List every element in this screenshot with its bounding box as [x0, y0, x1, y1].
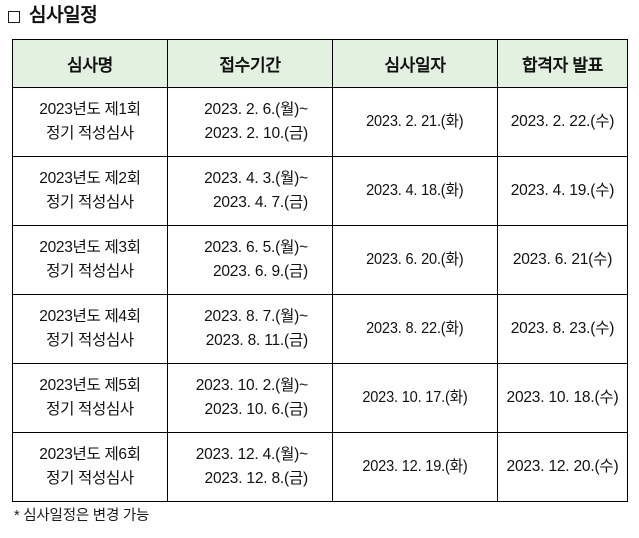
- cell-application-period: 2023. 8. 7.(월)~ 2023. 8. 11.(금): [167, 294, 333, 364]
- cell-result-announcement: 2023. 12. 20.(수): [497, 432, 628, 502]
- cell-review-date: 2023. 2. 21.(화): [332, 87, 498, 157]
- review-date-value: 2023. 4. 18.(화): [366, 182, 464, 199]
- result-date-value: 2023. 6. 21(수): [512, 251, 613, 268]
- cell-review-name: 2023년도 제5회 정기 적성심사: [12, 363, 168, 433]
- application-period-end: 2023. 10. 6.(금): [204, 401, 309, 418]
- table-header-row: 심사명 접수기간 심사일자 합격자 발표: [12, 39, 628, 88]
- review-date-value: 2023. 6. 20.(화): [366, 251, 464, 268]
- application-period-start: 2023. 6. 5.(월)~: [204, 239, 308, 256]
- result-date-value: 2023. 8. 23.(수): [510, 320, 615, 337]
- cell-result-announcement: 2023. 10. 18.(수): [497, 363, 628, 433]
- application-period-end: 2023. 4. 7.(금): [212, 194, 308, 211]
- table-row: 2023년도 제3회 정기 적성심사 2023. 6. 5.(월)~ 2023.…: [12, 225, 628, 295]
- result-date-value: 2023. 2. 22.(수): [510, 113, 615, 130]
- application-period-start: 2023. 2. 6.(월)~: [204, 101, 308, 118]
- cell-review-date: 2023. 8. 22.(화): [332, 294, 498, 364]
- square-outline-icon: [8, 11, 20, 23]
- review-name-line-2: 정기 적성심사: [46, 332, 134, 349]
- cell-review-name: 2023년도 제1회 정기 적성심사: [12, 87, 168, 157]
- cell-review-name: 2023년도 제2회 정기 적성심사: [12, 156, 168, 226]
- table-row: 2023년도 제5회 정기 적성심사 2023. 10. 2.(월)~ 2023…: [12, 363, 628, 433]
- application-period-end: 2023. 8. 11.(금): [205, 332, 309, 349]
- cell-result-announcement: 2023. 6. 21(수): [497, 225, 628, 295]
- page-title: 심사일정: [8, 3, 98, 29]
- review-date-value: 2023. 8. 22.(화): [366, 320, 464, 337]
- cell-result-announcement: 2023. 2. 22.(수): [497, 87, 628, 157]
- cell-review-name: 2023년도 제3회 정기 적성심사: [12, 225, 168, 295]
- review-name-line-1: 2023년도 제2회: [39, 170, 141, 187]
- application-period-start: 2023. 8. 7.(월)~: [204, 308, 308, 325]
- review-name-line-2: 정기 적성심사: [46, 401, 134, 418]
- cell-application-period: 2023. 6. 5.(월)~ 2023. 6. 9.(금): [167, 225, 333, 295]
- table-row: 2023년도 제2회 정기 적성심사 2023. 4. 3.(월)~ 2023.…: [12, 156, 628, 226]
- cell-review-date: 2023. 4. 18.(화): [332, 156, 498, 226]
- cell-application-period: 2023. 2. 6.(월)~ 2023. 2. 10.(금): [167, 87, 333, 157]
- review-name-line-1: 2023년도 제5회: [39, 377, 141, 394]
- review-name-line-2: 정기 적성심사: [46, 470, 134, 487]
- cell-review-date: 2023. 6. 20.(화): [332, 225, 498, 295]
- result-date-value: 2023. 4. 19.(수): [510, 182, 615, 199]
- review-date-value: 2023. 12. 19.(화): [362, 458, 468, 475]
- table-body: 2023년도 제1회 정기 적성심사 2023. 2. 6.(월)~ 2023.…: [12, 87, 628, 502]
- footnote: * 심사일정은 변경 가능: [14, 508, 150, 524]
- application-period-start: 2023. 10. 2.(월)~: [195, 377, 309, 394]
- review-name-line-1: 2023년도 제3회: [39, 239, 141, 256]
- table-row: 2023년도 제1회 정기 적성심사 2023. 2. 6.(월)~ 2023.…: [12, 87, 628, 157]
- cell-application-period: 2023. 12. 4.(월)~ 2023. 12. 8.(금): [167, 432, 333, 502]
- schedule-table: 심사명 접수기간 심사일자 합격자 발표 2023년도 제1회 정기 적성심사 …: [12, 39, 628, 502]
- column-header-review-name: 심사명: [12, 39, 168, 88]
- application-period-end: 2023. 12. 8.(금): [204, 470, 309, 487]
- cell-result-announcement: 2023. 4. 19.(수): [497, 156, 628, 226]
- cell-review-name: 2023년도 제4회 정기 적성심사: [12, 294, 168, 364]
- application-period-end: 2023. 2. 10.(금): [204, 125, 309, 142]
- review-name-line-2: 정기 적성심사: [46, 125, 134, 142]
- result-date-value: 2023. 10. 18.(수): [506, 389, 619, 406]
- review-name-line-1: 2023년도 제4회: [39, 308, 141, 325]
- review-name-line-1: 2023년도 제6회: [39, 446, 141, 463]
- review-name-line-1: 2023년도 제1회: [39, 101, 141, 118]
- review-name-line-2: 정기 적성심사: [46, 263, 134, 280]
- review-date-value: 2023. 10. 17.(화): [362, 389, 468, 406]
- column-header-review-date: 심사일자: [332, 39, 498, 88]
- application-period-start: 2023. 4. 3.(월)~: [204, 170, 308, 187]
- page-title-label: 심사일정: [29, 5, 98, 26]
- application-period-start: 2023. 12. 4.(월)~: [195, 446, 309, 463]
- cell-application-period: 2023. 10. 2.(월)~ 2023. 10. 6.(금): [167, 363, 333, 433]
- cell-review-date: 2023. 12. 19.(화): [332, 432, 498, 502]
- cell-application-period: 2023. 4. 3.(월)~ 2023. 4. 7.(금): [167, 156, 333, 226]
- column-header-application-period: 접수기간: [167, 39, 333, 88]
- review-date-value: 2023. 2. 21.(화): [366, 113, 464, 130]
- table-row: 2023년도 제6회 정기 적성심사 2023. 12. 4.(월)~ 2023…: [12, 432, 628, 502]
- table-row: 2023년도 제4회 정기 적성심사 2023. 8. 7.(월)~ 2023.…: [12, 294, 628, 364]
- cell-review-date: 2023. 10. 17.(화): [332, 363, 498, 433]
- column-header-result-announcement: 합격자 발표: [497, 39, 628, 88]
- result-date-value: 2023. 12. 20.(수): [506, 458, 619, 475]
- review-name-line-2: 정기 적성심사: [46, 194, 134, 211]
- cell-review-name: 2023년도 제6회 정기 적성심사: [12, 432, 168, 502]
- cell-result-announcement: 2023. 8. 23.(수): [497, 294, 628, 364]
- application-period-end: 2023. 6. 9.(금): [212, 263, 308, 280]
- table-header: 심사명 접수기간 심사일자 합격자 발표: [12, 39, 628, 88]
